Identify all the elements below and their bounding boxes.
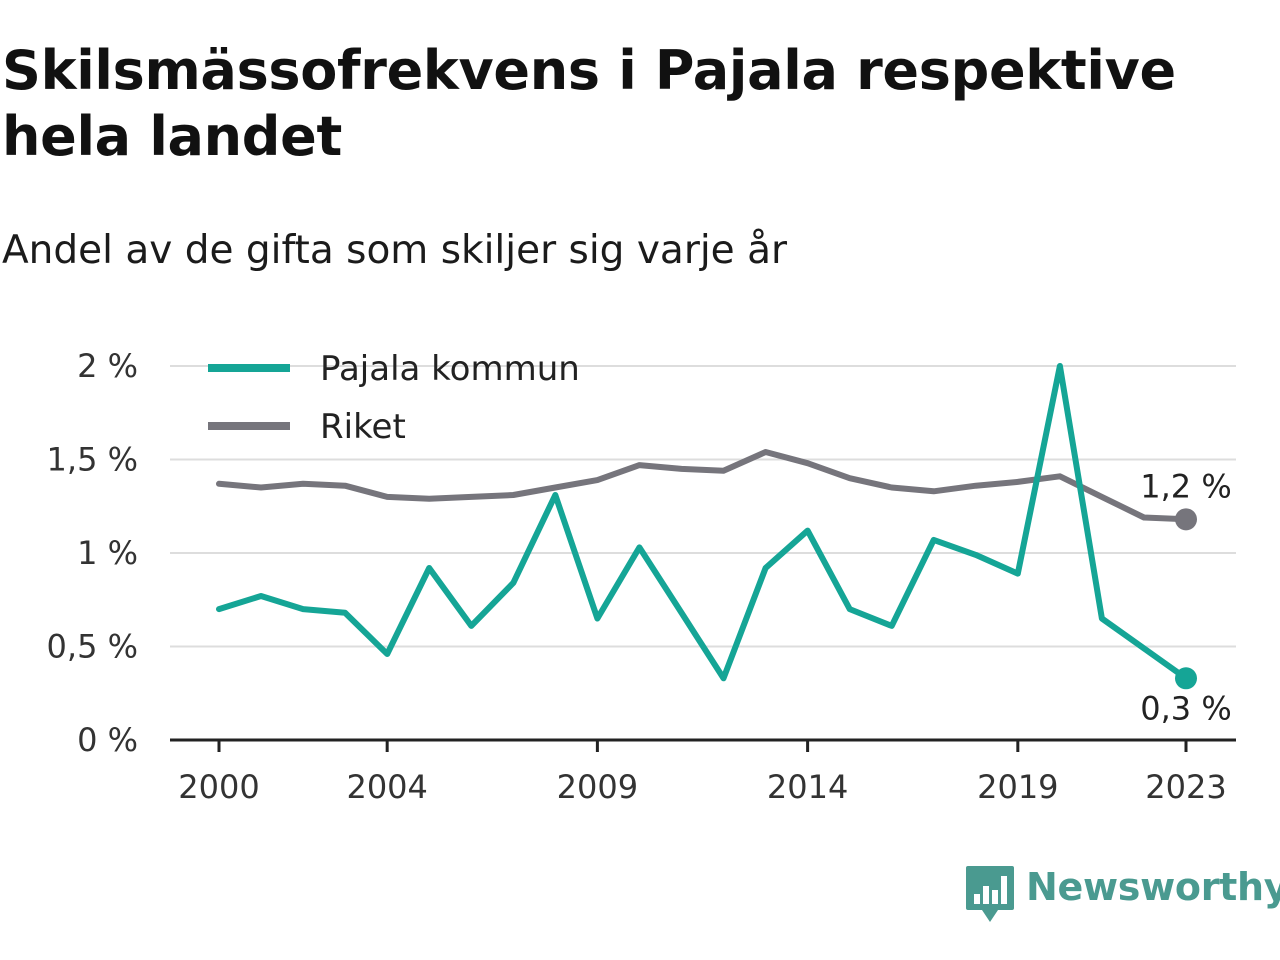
x-tick-label: 2004 (346, 768, 427, 806)
series-end-point (1175, 508, 1197, 531)
y-tick-label: 0,5 % (47, 628, 138, 666)
series-end-point (1175, 667, 1197, 690)
series-end-label: 0,3 % (1140, 689, 1231, 727)
x-tick-label: 2023 (1145, 768, 1226, 806)
series-end-label: 1,2 % (1140, 467, 1231, 505)
series-line-pajala (216, 363, 1189, 682)
x-tick-label: 2019 (977, 768, 1058, 806)
legend-label: Pajala kommun (320, 349, 580, 389)
series-line-riket (216, 449, 1189, 523)
x-tick-label: 2009 (557, 768, 638, 806)
y-tick-label: 1,5 % (47, 441, 138, 479)
x-axis: 2000 2004 2009 2014 2019 2023 (170, 738, 1236, 806)
brand-logo: Newsworthy (964, 864, 1280, 924)
y-tick-label: 1 % (77, 534, 138, 572)
newsworthy-logo-icon (966, 866, 1014, 922)
series-lines: 1,2 % 0,3 % (216, 363, 1232, 727)
x-tick-label: 2000 (178, 768, 259, 806)
y-axis-ticks: 0 % 0,5 % 1 % 1,5 % 2 % (47, 347, 138, 759)
y-tick-label: 0 % (77, 721, 138, 759)
y-tick-label: 2 % (77, 347, 138, 385)
chart-subtitle: Andel av de gifta som skiljer sig varje … (2, 228, 788, 273)
chart-title: Skilsmässofrekvens i Pajala respektive h… (2, 39, 1176, 168)
brand-name: Newsworthy (1026, 865, 1280, 909)
legend-label: Riket (320, 407, 406, 447)
x-tick-label: 2014 (767, 768, 848, 806)
legend: Pajala kommun Riket (208, 349, 580, 447)
